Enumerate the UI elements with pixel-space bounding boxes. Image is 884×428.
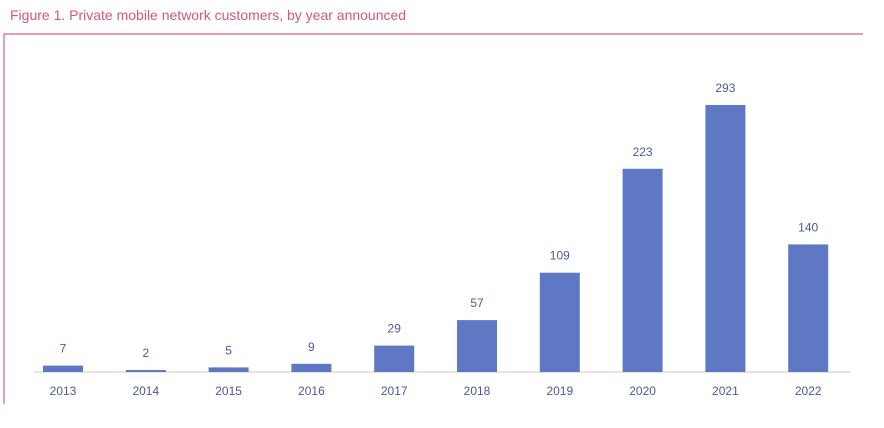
bar-2022 [788, 244, 829, 372]
value-label-2013: 7 [60, 342, 67, 356]
bar-2016 [291, 363, 332, 372]
value-label-2018: 57 [470, 296, 484, 310]
value-label-2021: 293 [715, 81, 735, 95]
x-tick-label-2018: 2018 [464, 384, 491, 398]
x-tick-label-2020: 2020 [629, 384, 656, 398]
value-labels-group: 7 2 5 9 29 57 109 223 293 140 [60, 81, 819, 360]
value-label-2014: 2 [142, 346, 149, 360]
x-tick-label-2015: 2015 [215, 384, 242, 398]
value-label-2022: 140 [798, 220, 818, 234]
bar-2017 [374, 345, 415, 372]
bar-2018 [457, 320, 497, 372]
value-label-2015: 5 [225, 343, 232, 357]
x-tick-label-2014: 2014 [132, 384, 159, 398]
bar-2020 [622, 168, 663, 372]
tick-labels-group: 2013 2014 2015 2016 2017 2018 2019 2020 2021 2022 [50, 384, 822, 398]
bar-2014 [125, 370, 166, 372]
value-label-2017: 29 [388, 322, 402, 336]
bars-group [43, 105, 829, 372]
chart-title: Figure 1. Private mobile network custome… [10, 7, 407, 23]
x-tick-label-2019: 2019 [546, 384, 573, 398]
x-tick-label-2017: 2017 [381, 384, 408, 398]
value-label-2019: 109 [550, 249, 570, 263]
value-label-2016: 9 [308, 340, 315, 354]
x-tick-label-2013: 2013 [50, 384, 77, 398]
bar-2013 [43, 365, 83, 372]
bar-2019 [539, 272, 580, 372]
value-label-2020: 223 [633, 145, 653, 159]
x-tick-label-2022: 2022 [795, 384, 822, 398]
x-tick-label-2021: 2021 [712, 384, 739, 398]
frame-border [3, 33, 863, 404]
x-tick-label-2016: 2016 [298, 384, 325, 398]
bar-2015 [208, 367, 249, 372]
bar-2021 [705, 105, 746, 372]
